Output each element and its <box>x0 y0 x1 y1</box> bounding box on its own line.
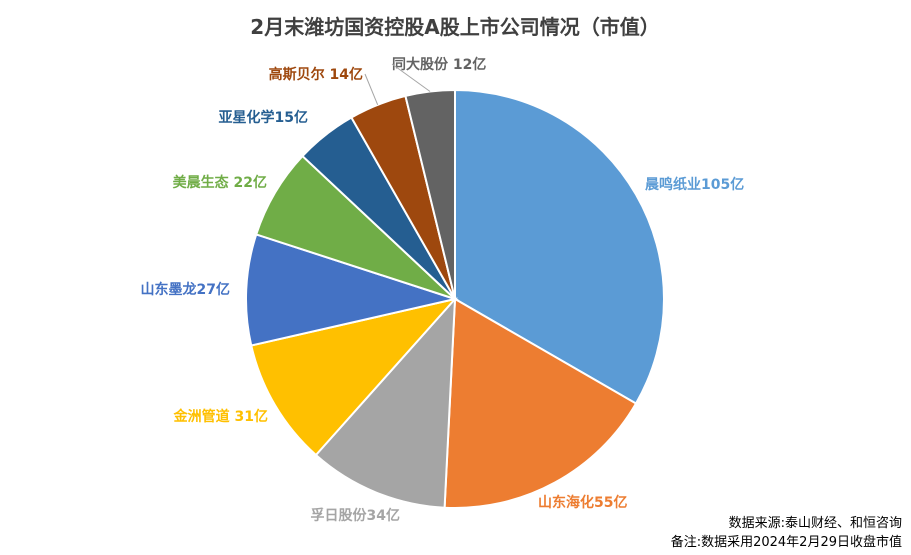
slice-label-7: 亚星化学15亿 <box>219 109 308 126</box>
slice-label-2: 山东海化55亿 <box>538 494 627 511</box>
pie-slice-3 <box>314 296 457 509</box>
leader-line-8 <box>364 73 379 106</box>
slice-label-9: 同大股份 12亿 <box>392 56 486 73</box>
pie-slice-4 <box>250 297 458 457</box>
slice-label-4: 金洲管道 31亿 <box>173 408 268 425</box>
slice-label-1: 晨鸣纸业105亿 <box>645 176 744 193</box>
slice-label-6: 美晨生态 22亿 <box>173 174 267 191</box>
leader-line-9 <box>391 63 431 92</box>
pie-slice-9 <box>404 88 456 300</box>
leader-lines <box>364 63 431 106</box>
slice-label-5: 山东墨龙27亿 <box>141 281 230 298</box>
pie-slice-2 <box>443 297 638 509</box>
slice-label-8: 高斯贝尔 14亿 <box>269 66 363 83</box>
pie-slices <box>245 88 665 509</box>
slice-label-3: 孚日股份34亿 <box>311 507 400 524</box>
chart-title: 2月末潍坊国资控股A股上市公司情况（市值） <box>250 15 659 39</box>
pie-slice-5 <box>245 233 459 347</box>
pie-slice-1 <box>454 88 665 405</box>
footer-source: 数据来源:泰山财经、和恒咨询 <box>729 516 902 531</box>
footer-note: 备注:数据采用2024年2月29日收盘市值 <box>671 534 902 550</box>
